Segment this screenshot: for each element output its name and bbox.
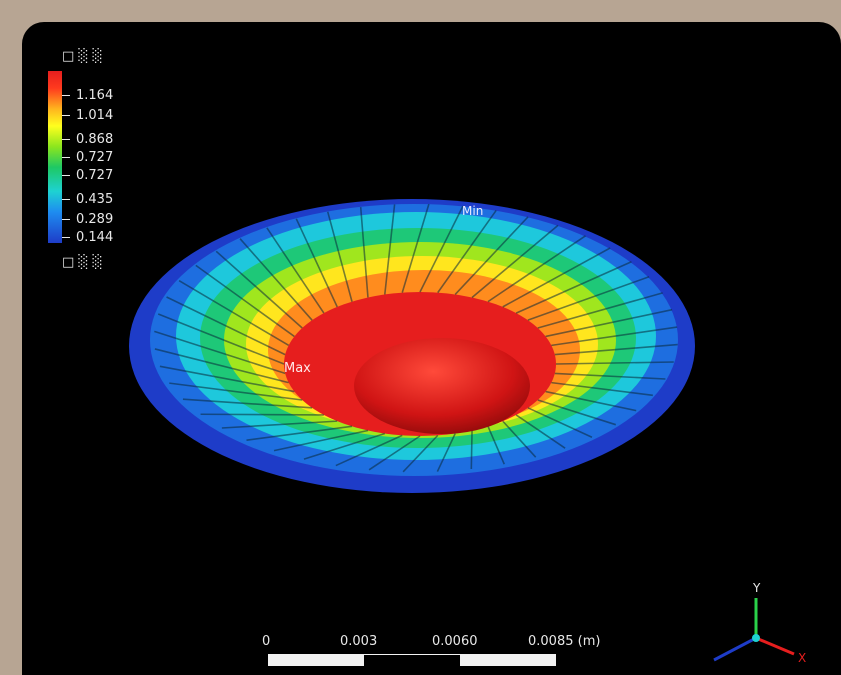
mesh-line <box>221 420 338 429</box>
legend-tick <box>62 95 70 96</box>
mesh-line <box>178 280 290 347</box>
mesh-line <box>437 209 497 294</box>
mesh-line <box>154 348 289 384</box>
mesh-line <box>471 224 559 299</box>
dome <box>354 338 530 434</box>
legend-header: □ ░ ░ <box>62 49 103 64</box>
mesh-line <box>295 218 338 308</box>
max-label: Max <box>284 361 311 376</box>
mesh-line <box>402 434 439 473</box>
mesh-line <box>266 227 325 314</box>
mesh-line <box>527 276 650 321</box>
scale-label: 0.003 <box>340 634 378 649</box>
legend-label: 0.727 <box>76 168 114 183</box>
mesh-line <box>502 420 537 458</box>
mesh-line <box>166 296 286 356</box>
mesh-line <box>454 216 529 296</box>
legend-tick <box>62 219 70 220</box>
mesh-line <box>436 433 456 472</box>
mesh-line <box>487 426 505 465</box>
mesh-line <box>368 435 421 471</box>
legend-label: 0.435 <box>76 192 114 207</box>
viewport[interactable]: □ ░ ░ 1.164 1.014 0.868 0.727 0.727 0.43… <box>22 22 841 675</box>
mesh-line <box>154 330 286 375</box>
axis-triad: Y X <box>713 581 806 665</box>
mesh-line <box>195 264 295 338</box>
x-axis-label: X <box>798 651 806 665</box>
legend-label: 0.144 <box>76 230 114 245</box>
mesh-line <box>273 429 369 452</box>
legend-label: 0.727 <box>76 150 114 165</box>
mesh-lines <box>154 203 678 473</box>
legend-footer: □ ░ ░ <box>62 255 103 270</box>
mesh-line <box>182 398 313 409</box>
legend-label: 0.289 <box>76 212 114 227</box>
mesh-line <box>335 434 403 467</box>
mesh-line <box>159 365 295 393</box>
legend-tick <box>62 237 70 238</box>
mesh-line <box>239 238 313 321</box>
scale-label: 0.0060 <box>432 634 478 649</box>
scale-bar <box>268 654 558 666</box>
mesh-line <box>515 414 566 449</box>
mesh-line <box>419 205 464 293</box>
legend-label: 1.014 <box>76 108 114 123</box>
mesh-line <box>537 399 617 426</box>
contour-plot: Max Min Y X <box>129 199 806 665</box>
scale-label: 0.0085 (m) <box>528 634 601 649</box>
legend-tick <box>62 175 70 176</box>
mesh-line <box>551 326 678 347</box>
scale-segment <box>364 654 460 666</box>
y-axis-label: Y <box>752 581 761 595</box>
mesh-line <box>515 261 632 314</box>
x-axis-line <box>755 636 795 656</box>
mesh-line <box>545 308 673 338</box>
z-axis-line <box>713 636 757 662</box>
scale-segment <box>268 654 364 666</box>
scale-segment <box>460 654 556 666</box>
legend-label: 0.868 <box>76 132 114 147</box>
mesh-line <box>554 343 678 356</box>
mesh-line <box>169 382 303 401</box>
mesh-line <box>157 313 285 365</box>
mesh-line <box>502 247 611 308</box>
mesh-line <box>246 425 353 441</box>
legend-tick <box>62 157 70 158</box>
mesh-line <box>545 390 637 412</box>
legend-color-bar <box>48 71 62 243</box>
mesh-line <box>555 361 674 365</box>
scale-label: 0 <box>262 634 271 649</box>
mesh-line <box>215 250 303 329</box>
mesh-line <box>303 432 386 460</box>
mesh-line <box>487 235 586 303</box>
mesh-line <box>527 407 593 439</box>
mesh-line <box>384 204 396 295</box>
mesh-line <box>470 430 473 469</box>
mesh-line <box>326 211 353 302</box>
legend-tick <box>62 199 70 200</box>
mesh-line <box>401 203 430 293</box>
triad-origin <box>752 634 760 642</box>
mesh-line <box>554 372 666 380</box>
mesh-line <box>359 206 369 298</box>
mesh-line <box>200 413 324 416</box>
legend-tick <box>62 139 70 140</box>
legend-tick <box>62 115 70 116</box>
mesh-line <box>537 292 663 329</box>
min-label: Min <box>462 204 483 218</box>
legend-label: 1.164 <box>76 88 114 103</box>
mesh-line <box>551 381 653 397</box>
